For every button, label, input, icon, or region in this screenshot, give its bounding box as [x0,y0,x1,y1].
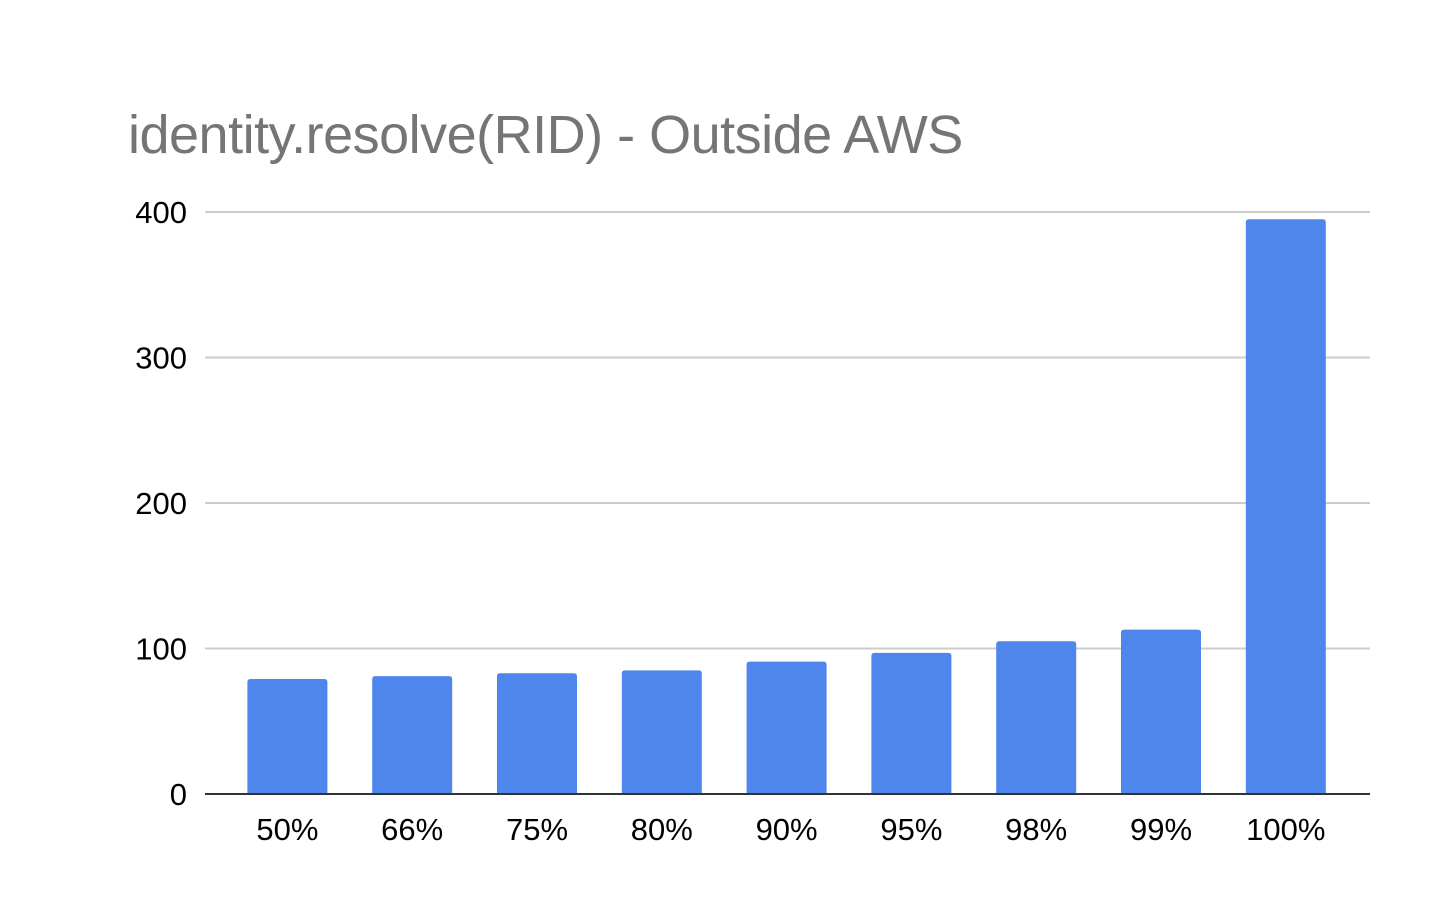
bar-80pct [621,670,702,794]
y-tick-label: 100 [135,632,187,667]
x-tick-label: 90% [756,812,818,847]
x-tick-label: 80% [631,812,693,847]
chart-title: identity.resolve(RID) - Outside AWS [128,105,963,165]
bar-100pct [1245,219,1326,794]
bar-98pct [996,641,1077,794]
gridlines [205,211,1370,650]
y-tick-label: 0 [170,777,187,812]
bar-66pct [372,676,453,794]
bar-90pct [746,661,827,794]
x-tick-label: 99% [1130,812,1192,847]
x-tick-label: 95% [880,812,942,847]
y-tick-label: 400 [135,195,187,230]
y-tick-labels: 0 100 200 300 400 [135,195,187,812]
x-tick-label: 98% [1005,812,1067,847]
x-tick-labels: 50% 66% 75% 80% 90% 95% 98% 99% 100% [256,812,1325,847]
x-tick-label: 100% [1246,812,1325,847]
x-tick-label: 50% [256,812,318,847]
bars [247,219,1326,794]
bar-95pct [871,652,952,794]
bar-99pct [1121,629,1201,794]
y-tick-label: 300 [135,341,187,376]
bar-50pct [247,679,328,794]
x-tick-label: 66% [381,812,443,847]
x-tick-label: 75% [506,812,568,847]
bar-75pct [497,673,577,794]
y-tick-label: 200 [135,486,187,521]
